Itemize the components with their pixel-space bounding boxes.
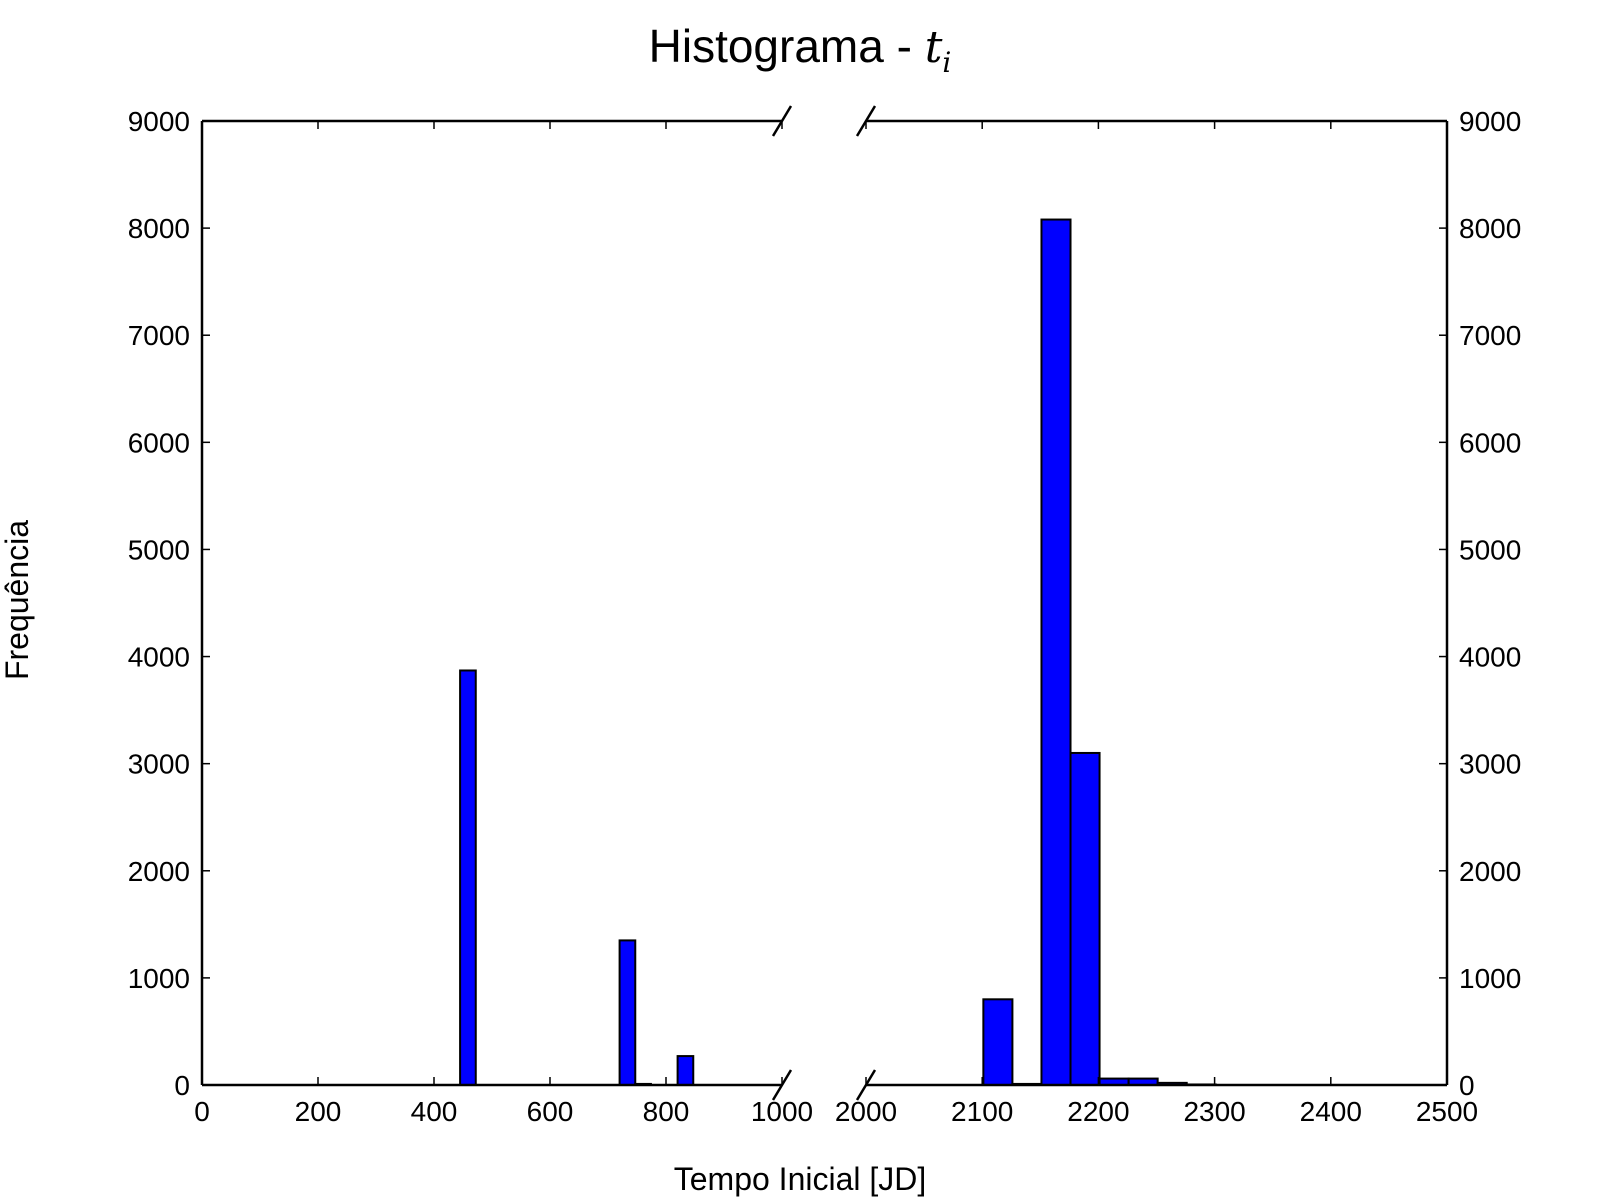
x-tick-label: 2500 bbox=[1416, 1096, 1478, 1127]
y-tick-label-right: 2000 bbox=[1459, 856, 1521, 887]
plot-area: 0 200 400 600 800 1000 2000 2100 2200 2300 2400 250… bbox=[128, 105, 1521, 1127]
y-tick-label-left: 8000 bbox=[128, 213, 190, 244]
histogram-bar bbox=[982, 998, 1014, 1086]
y-tick-label-left: 1000 bbox=[128, 963, 190, 994]
chart-title-math: t bbox=[925, 22, 943, 73]
x-tick-label: 2200 bbox=[1067, 1096, 1129, 1127]
y-tick-label-left: 0 bbox=[174, 1070, 190, 1101]
axis-break-mark bbox=[855, 1069, 877, 1101]
x-axis-label: Tempo Inicial [JD] bbox=[674, 1161, 927, 1197]
axis-break-mark bbox=[771, 1069, 793, 1101]
chart-title-text: Histograma - bbox=[649, 20, 925, 72]
y-tick-label-left: 2000 bbox=[128, 856, 190, 887]
axis-break-mark bbox=[771, 105, 793, 137]
y-tick-label-right: 5000 bbox=[1459, 534, 1521, 565]
y-tick-label-right: 6000 bbox=[1459, 427, 1521, 458]
y-tick-label-right: 3000 bbox=[1459, 749, 1521, 780]
y-tick-label-right: 8000 bbox=[1459, 213, 1521, 244]
y-tick-label-left: 5000 bbox=[128, 534, 190, 565]
y-tick-label-left: 7000 bbox=[128, 320, 190, 351]
x-tick-label: 400 bbox=[411, 1096, 458, 1127]
x-tick-label: 2000 bbox=[835, 1096, 897, 1127]
x-tick-label: 1000 bbox=[751, 1096, 813, 1127]
chart-title-subscript: i bbox=[942, 46, 951, 79]
x-tick-label: 2400 bbox=[1300, 1096, 1362, 1127]
histogram-bar bbox=[1040, 218, 1072, 1086]
y-tick-label-left: 3000 bbox=[128, 749, 190, 780]
x-tick-label: 200 bbox=[295, 1096, 342, 1127]
histogram-bar bbox=[618, 939, 637, 1087]
axis-break-mark bbox=[855, 105, 877, 137]
histogram-bar bbox=[459, 669, 477, 1086]
x-tick-label: 800 bbox=[643, 1096, 690, 1127]
histogram-bar bbox=[1069, 751, 1101, 1086]
y-tick-label-right: 4000 bbox=[1459, 642, 1521, 673]
y-tick-label-left: 4000 bbox=[128, 642, 190, 673]
y-tick-label-right: 1000 bbox=[1459, 963, 1521, 994]
y-tick-label-left: 6000 bbox=[128, 427, 190, 458]
x-tick-label: 600 bbox=[527, 1096, 574, 1127]
histogram-bar bbox=[676, 1055, 695, 1086]
y-axis-label: Frequência bbox=[0, 520, 35, 680]
y-tick-label-left: 9000 bbox=[128, 106, 190, 137]
chart-title: Histograma - ti bbox=[649, 20, 952, 79]
y-tick-label-right: 9000 bbox=[1459, 106, 1521, 137]
x-tick-label: 2100 bbox=[951, 1096, 1013, 1127]
y-tick-label-right: 7000 bbox=[1459, 320, 1521, 351]
x-tick-label: 2300 bbox=[1183, 1096, 1245, 1127]
x-tick-label: 0 bbox=[194, 1096, 210, 1127]
y-tick-label-right: 0 bbox=[1459, 1070, 1475, 1101]
